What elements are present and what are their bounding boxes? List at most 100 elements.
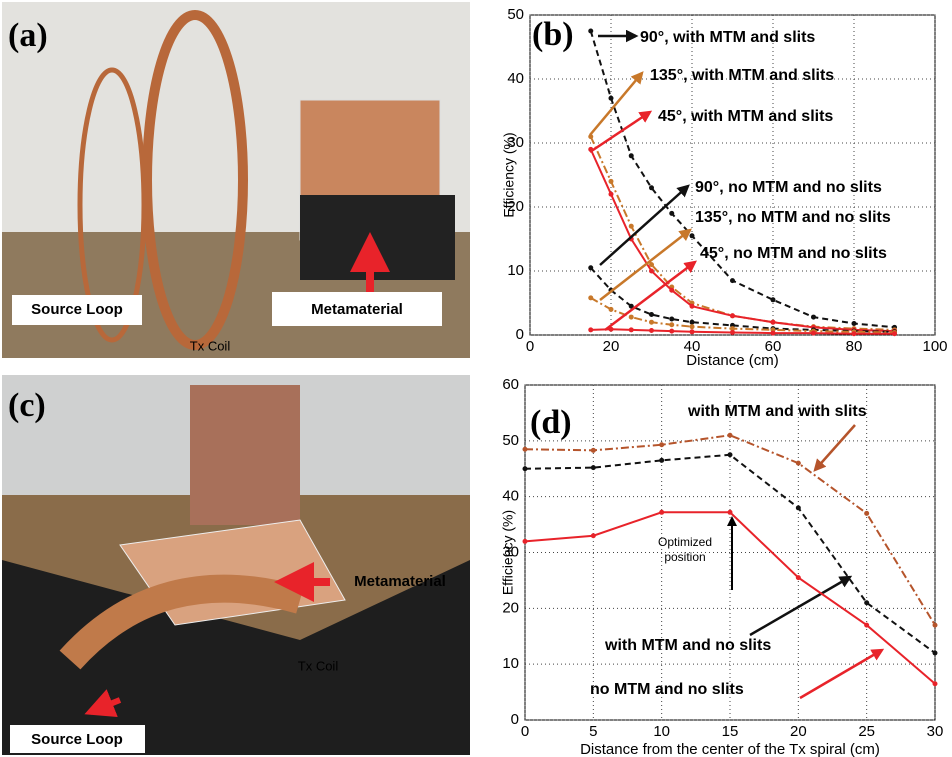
annotation: Optimized position [657,535,713,564]
marker [669,316,675,322]
marker [590,533,596,539]
marker [689,329,695,335]
marker [851,320,857,326]
marker [588,327,594,333]
marker [864,622,870,628]
marker [628,303,634,309]
marker [689,233,695,239]
marker [628,314,634,320]
marker [795,575,801,581]
marker [628,153,634,159]
x-tick-label: 60 [765,338,782,355]
marker [811,314,816,320]
series-label: 90°, no MTM and no slits [695,179,882,196]
x-tick-label: 5 [589,723,597,740]
series-label: no MTM and no slits [590,681,744,698]
marker [649,328,654,334]
marker [522,538,528,544]
photo-caption: Metamaterial [311,301,403,318]
x-tick-label: 40 [684,338,701,355]
y-axis-label: Efficiency (%) [501,132,517,217]
annotation-arrow [599,184,690,266]
y-tick-label: 10 [502,655,519,672]
y-tick-label: 50 [502,432,519,449]
marker [689,324,695,330]
annotation-arrow [599,228,692,301]
marker [730,278,735,284]
marker [590,447,596,453]
marker [689,319,695,325]
y-tick-label: 10 [507,262,524,279]
marker [669,210,675,216]
marker [932,622,938,628]
x-tick-label: 25 [858,723,875,740]
marker [864,600,870,606]
marker [669,322,675,328]
y-tick-label: 40 [502,488,519,505]
x-tick-label: 0 [521,723,529,740]
marker [608,191,614,197]
marker [608,306,614,312]
marker [727,452,733,458]
photo-a [2,2,470,358]
x-tick-label: 100 [922,338,947,355]
panel-label: (c) [8,387,46,424]
series-label: with MTM and with slits [687,403,867,420]
y-tick-label: 20 [502,599,519,616]
marker [590,465,596,471]
marker [628,223,634,229]
marker [659,442,665,448]
marker [730,329,735,335]
marker [811,330,816,336]
plot-area [529,14,936,336]
marker [669,328,675,334]
x-axis-label: Distance from the center of the Tx spira… [580,741,880,757]
marker [649,312,654,318]
marker [649,262,654,268]
marker [649,185,654,191]
marker [727,509,733,515]
marker [932,681,938,687]
y-axis-label: Efficiency (%) [500,510,516,595]
annotation-arrow [589,71,644,136]
series-label: 135°, with MTM and slits [650,67,834,84]
x-axis-label: Distance (cm) [686,352,779,369]
marker [608,326,614,332]
panel-label: (d) [530,404,572,441]
annotation-arrow [813,424,856,472]
photo-c [2,375,470,755]
annotation-arrow [589,110,653,154]
series-label: 90°, with MTM and slits [640,29,815,46]
marker [932,650,938,656]
annotation-arrow [604,260,697,331]
y-tick-label: 0 [511,711,519,728]
marker [689,303,695,309]
marker [892,331,897,337]
y-tick-label: 40 [507,70,524,87]
y-tick-label: 30 [507,134,524,151]
marker [649,319,654,325]
annotation-arrow [749,575,853,637]
marker [770,319,776,325]
y-tick-label: 0 [516,326,524,343]
marker [727,432,733,438]
photo-caption: Tx Coil [298,658,339,673]
marker [669,287,675,293]
x-tick-label: 30 [927,723,944,740]
series-label: 135°, no MTM and no slits [695,209,891,226]
marker [730,326,735,332]
marker [608,95,614,101]
x-tick-label: 80 [846,338,863,355]
photo-caption: Metamaterial [354,573,446,590]
marker [588,134,594,140]
y-tick-label: 60 [502,376,519,393]
marker [770,297,776,303]
marker [864,510,870,516]
series-line [590,267,895,333]
panel-label: (a) [8,17,48,54]
panel-label: (b) [532,16,574,53]
marker [795,505,801,511]
x-tick-label: 10 [653,723,670,740]
